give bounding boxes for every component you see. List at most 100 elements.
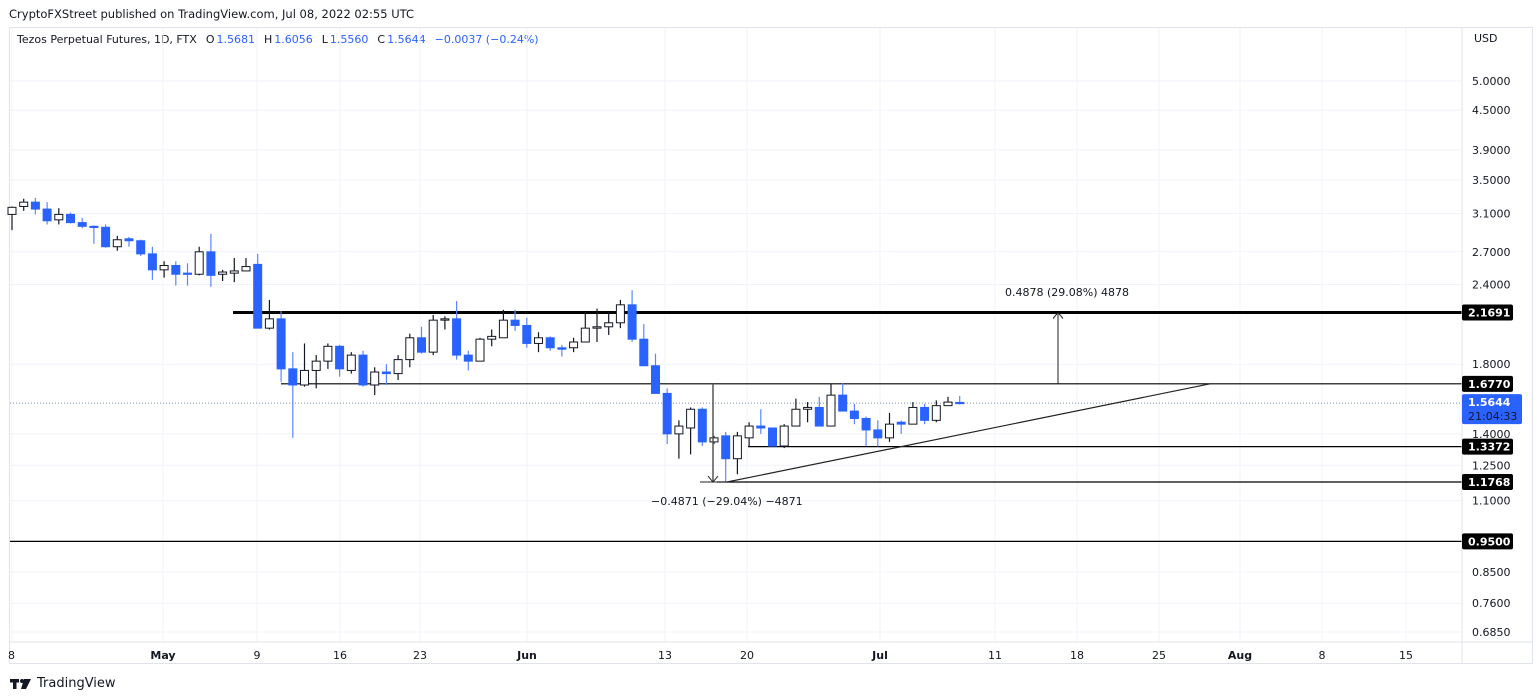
date-tick-label: 9 bbox=[254, 649, 261, 662]
date-tick-label: 25 bbox=[1152, 649, 1166, 662]
candle bbox=[592, 308, 602, 343]
candle bbox=[452, 301, 462, 360]
candle-body bbox=[405, 337, 415, 361]
candle-body bbox=[241, 266, 251, 272]
candle-body bbox=[112, 239, 122, 248]
date-tick-label: 13 bbox=[658, 649, 672, 662]
candle-body bbox=[580, 327, 590, 343]
candle-body bbox=[42, 208, 52, 222]
candle-body bbox=[674, 425, 684, 435]
candle-body bbox=[838, 394, 848, 412]
price-tag-label: 1.6770 bbox=[1468, 378, 1511, 391]
measure-up-label: 0.4878 (29.08%) 4878 bbox=[1005, 286, 1129, 299]
price-tag-label: 0.9500 bbox=[1468, 535, 1511, 548]
candle bbox=[639, 324, 649, 367]
candle bbox=[896, 420, 906, 434]
candle-body bbox=[510, 319, 520, 326]
date-tick-label: 8 bbox=[8, 649, 15, 662]
candle bbox=[604, 312, 614, 335]
candle bbox=[66, 212, 75, 224]
open-value: 1.5681 bbox=[216, 33, 256, 46]
candle-body bbox=[66, 213, 75, 224]
candle bbox=[732, 431, 742, 475]
drawings: 0.4878 (29.08%) 4878 −0.4871 (−29.04%) −4… bbox=[651, 286, 1211, 508]
price-tick-label: 3.9000 bbox=[1472, 144, 1511, 157]
candle-body bbox=[276, 318, 286, 370]
candle bbox=[358, 350, 368, 387]
candle-body bbox=[381, 371, 391, 375]
candle bbox=[346, 352, 356, 374]
candle bbox=[288, 352, 298, 438]
candle bbox=[89, 225, 99, 244]
candle-body bbox=[300, 369, 309, 386]
candle bbox=[440, 316, 450, 330]
candle bbox=[323, 343, 333, 369]
candle bbox=[522, 317, 532, 348]
price-tick-label: 1.1000 bbox=[1472, 495, 1511, 508]
candle bbox=[241, 258, 251, 272]
arrow-up-icon bbox=[1052, 311, 1064, 319]
date-tick-label: Jun bbox=[516, 649, 537, 662]
candle-body bbox=[908, 406, 918, 425]
candle bbox=[405, 333, 415, 368]
candle bbox=[756, 409, 766, 434]
candle-body bbox=[791, 408, 801, 427]
candle-body bbox=[19, 201, 29, 207]
candle bbox=[194, 246, 204, 276]
candle-body bbox=[194, 251, 204, 275]
close-value: 1.5644 bbox=[387, 33, 426, 46]
candle-body bbox=[803, 406, 813, 410]
candle bbox=[218, 269, 228, 282]
date-tick-label: 16 bbox=[333, 649, 347, 662]
open-label: O bbox=[205, 33, 215, 46]
candle-body bbox=[288, 368, 298, 386]
candle bbox=[955, 395, 965, 405]
candle-body bbox=[54, 213, 64, 221]
candle-body bbox=[615, 304, 625, 324]
price-tag bbox=[1462, 474, 1513, 491]
candle-body bbox=[768, 427, 777, 447]
price-tag bbox=[1462, 375, 1513, 392]
candle bbox=[744, 422, 754, 447]
candle bbox=[885, 412, 894, 442]
price-tick-label: 5.0000 bbox=[1472, 75, 1511, 88]
candle-body bbox=[931, 405, 941, 421]
candle bbox=[510, 309, 520, 331]
price-tag-label: 1.3372 bbox=[1468, 441, 1510, 454]
chart-frame bbox=[9, 27, 1533, 664]
candle bbox=[873, 420, 883, 447]
candle bbox=[393, 355, 403, 381]
candle bbox=[861, 416, 871, 447]
candle-body bbox=[264, 318, 274, 329]
candle bbox=[171, 261, 181, 286]
candle bbox=[335, 344, 345, 377]
candle bbox=[417, 326, 426, 354]
candle bbox=[30, 197, 40, 215]
candle bbox=[697, 407, 707, 447]
candle bbox=[487, 329, 497, 347]
candle-body bbox=[662, 392, 672, 435]
candle bbox=[42, 202, 52, 225]
candle-body bbox=[183, 272, 192, 275]
candle bbox=[19, 198, 29, 211]
measure-down-label: −0.4871 (−29.04%) −4871 bbox=[651, 495, 803, 508]
date-tick-label: 18 bbox=[1070, 649, 1084, 662]
candle-body bbox=[475, 338, 485, 362]
candle-body bbox=[358, 354, 368, 386]
candle-body bbox=[814, 406, 824, 427]
candle-body bbox=[311, 360, 321, 371]
candle-body bbox=[440, 318, 450, 321]
time-axis: 8 May 9 16 23 Jun 13 20 Jul 11 18 25 Aug 8 15 bbox=[8, 641, 1533, 662]
price-tag-label: 2.1691 bbox=[1468, 306, 1510, 319]
candles bbox=[7, 197, 965, 483]
change-value: −0.0037 (−0.24%) bbox=[434, 33, 539, 46]
candle bbox=[475, 337, 485, 362]
candle bbox=[229, 258, 239, 283]
candle-body bbox=[147, 253, 157, 271]
current-price-tag bbox=[1462, 394, 1522, 425]
countdown-label: 21:04:33 bbox=[1468, 410, 1517, 423]
date-tick-label: 8 bbox=[1319, 649, 1326, 662]
candle-body bbox=[393, 359, 403, 375]
candle-body bbox=[335, 345, 345, 370]
